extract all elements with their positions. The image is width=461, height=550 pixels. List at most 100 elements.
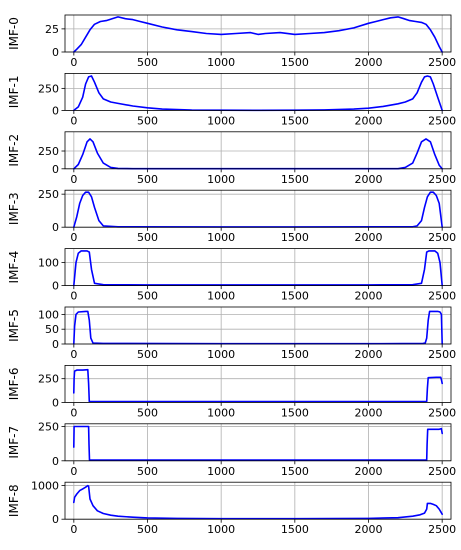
- x-tick-label: 2000: [354, 231, 382, 244]
- x-tick-label: 1500: [281, 290, 309, 303]
- series-line: [73, 368, 444, 403]
- series-line: [73, 16, 444, 53]
- x-tick-label: 1500: [281, 114, 309, 127]
- axes-frame: [64, 73, 452, 111]
- axes-frame: [64, 306, 452, 345]
- x-tick-label: 500: [137, 231, 158, 244]
- x-tick-label: 500: [137, 465, 158, 478]
- y-tick-label: 250: [38, 421, 59, 434]
- x-tick-label: 2500: [428, 290, 456, 303]
- x-tick-label: 500: [137, 290, 158, 303]
- x-tick-label: 0: [70, 56, 77, 69]
- x-tick-label: 1500: [281, 348, 309, 361]
- x-tick-label: 0: [70, 173, 77, 186]
- axes-frame: [64, 131, 452, 170]
- x-tick-label: 1500: [281, 231, 309, 244]
- axes-frame: [64, 248, 452, 287]
- x-tick-label: 2000: [354, 406, 382, 419]
- series-line: [73, 310, 444, 345]
- x-tick-label: 2000: [354, 56, 382, 69]
- y-axis-label: IMF-5: [7, 309, 21, 342]
- axes-frame: [64, 14, 452, 53]
- x-tick-label: 1500: [281, 406, 309, 419]
- x-tick-label: 1000: [207, 114, 235, 127]
- panel-imf-8: 0 500 1000 1500 2000 2500 0 1000 IMF-8: [7, 480, 456, 537]
- x-tick-label: 0: [70, 465, 77, 478]
- y-axis-label: IMF-3: [7, 192, 21, 225]
- x-tick-label: 1000: [207, 56, 235, 69]
- x-tick-label: 0: [70, 231, 77, 244]
- x-tick-label: 2000: [354, 348, 382, 361]
- y-tick-label: 0: [52, 221, 59, 234]
- x-tick-label: 500: [137, 348, 158, 361]
- axes-frame: [64, 364, 452, 403]
- y-tick-label: 0: [52, 338, 59, 351]
- x-tick-label: 500: [137, 406, 158, 419]
- x-tick-label: 0: [70, 406, 77, 419]
- x-tick-label: 500: [137, 523, 158, 536]
- x-tick-label: 2500: [428, 231, 456, 244]
- panel-imf-7: 0 500 1000 1500 2000 2500 0 250 IMF-7: [7, 421, 456, 478]
- x-tick-label: 2500: [428, 114, 456, 127]
- y-tick-label: 100: [38, 308, 59, 321]
- y-tick-label: 0: [52, 46, 59, 59]
- series-line: [73, 191, 444, 228]
- x-tick-label: 1000: [207, 231, 235, 244]
- panel-imf-6: 0 500 1000 1500 2000 2500 0 250 IMF-6: [7, 364, 456, 419]
- series-line: [73, 75, 444, 112]
- x-tick-label: 0: [70, 290, 77, 303]
- x-tick-label: 1500: [281, 56, 309, 69]
- x-tick-label: 1500: [281, 465, 309, 478]
- y-tick-label: 0: [52, 163, 59, 176]
- y-tick-label: 0: [52, 104, 59, 117]
- x-tick-label: 2500: [428, 523, 456, 536]
- x-tick-label: 1000: [207, 465, 235, 478]
- x-tick-label: 1500: [281, 523, 309, 536]
- x-tick-label: 1000: [207, 348, 235, 361]
- panel-imf-2: 0 500 1000 1500 2000 2500 0 250 IMF-2: [7, 131, 456, 186]
- y-tick-label: 250: [38, 373, 59, 386]
- y-axis-label: IMF-7: [7, 426, 21, 459]
- x-tick-label: 2000: [354, 114, 382, 127]
- axes-frame: [64, 481, 452, 520]
- y-axis-label: IMF-1: [7, 76, 21, 109]
- y-axis-label: IMF-8: [7, 484, 21, 517]
- y-axis-label: IMF-6: [7, 368, 21, 401]
- y-tick-label: 25: [45, 23, 59, 36]
- series-line: [73, 484, 444, 520]
- x-tick-label: 2500: [428, 56, 456, 69]
- x-tick-label: 2000: [354, 465, 382, 478]
- x-tick-label: 1000: [207, 173, 235, 186]
- panel-imf-0: 0 500 1000 1500 2000 2500 0 25 IMF-0: [7, 14, 456, 69]
- y-tick-label: 50: [45, 323, 59, 336]
- x-tick-label: 2000: [354, 523, 382, 536]
- series-line: [73, 425, 444, 461]
- x-tick-label: 2500: [428, 348, 456, 361]
- x-tick-label: 500: [137, 56, 158, 69]
- y-axis-label: IMF-0: [7, 17, 21, 50]
- x-tick-label: 0: [70, 114, 77, 127]
- axes-frame: [64, 189, 452, 228]
- x-tick-label: 2500: [428, 173, 456, 186]
- x-tick-label: 1500: [281, 173, 309, 186]
- x-tick-label: 2000: [354, 173, 382, 186]
- y-tick-label: 250: [38, 82, 59, 95]
- x-tick-label: 2500: [428, 406, 456, 419]
- y-tick-label: 250: [38, 145, 59, 158]
- x-tick-label: 500: [137, 173, 158, 186]
- panel-imf-3: 0 500 1000 1500 2000 2500 0 250 IMF-3: [7, 188, 456, 244]
- axes-frame: [64, 423, 452, 462]
- y-tick-label: 100: [38, 256, 59, 269]
- panel-imf-1: 0 500 1000 1500 2000 2500 0 250 IMF-1: [7, 73, 456, 127]
- series-line: [73, 138, 444, 170]
- series-line: [73, 250, 444, 287]
- x-tick-label: 1000: [207, 290, 235, 303]
- y-tick-label: 0: [52, 396, 59, 409]
- y-tick-label: 0: [52, 455, 59, 468]
- y-axis-label: IMF-4: [7, 251, 21, 284]
- x-tick-label: 1000: [207, 406, 235, 419]
- panel-imf-5: 0 500 1000 1500 2000 2500 0 50 100 IMF-5: [7, 306, 456, 361]
- panel-imf-4: 0 500 1000 1500 2000 2500 0 100 IMF-4: [7, 248, 456, 303]
- y-axis-label: IMF-2: [7, 134, 21, 167]
